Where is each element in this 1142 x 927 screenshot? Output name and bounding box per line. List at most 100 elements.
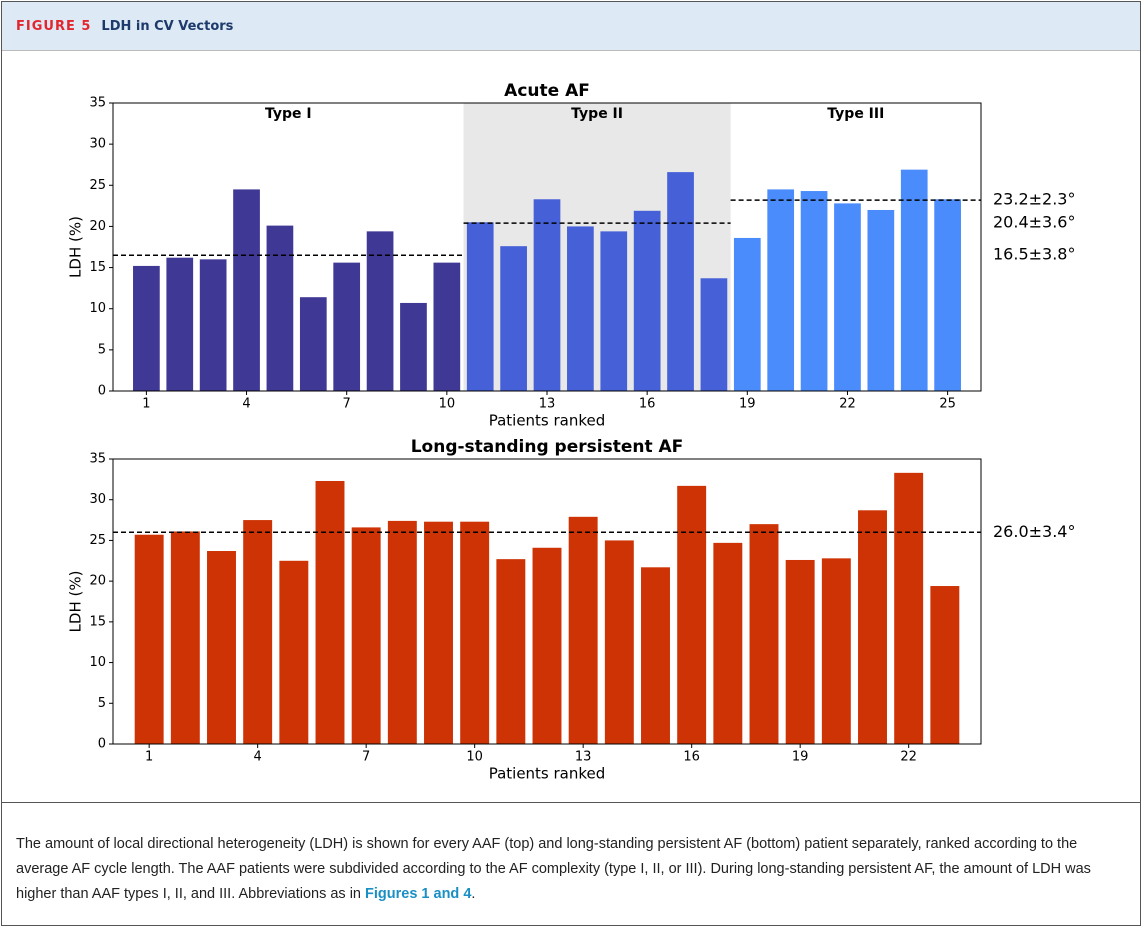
- x-axis-label: Patients ranked: [489, 765, 606, 783]
- bar: [677, 485, 707, 744]
- x-tick-label: 16: [683, 750, 700, 765]
- group-label: Type III: [827, 106, 884, 122]
- bar: [604, 540, 634, 744]
- y-tick-label: 15: [89, 260, 106, 275]
- mean-label: 16.5±3.8°: [993, 245, 1075, 264]
- y-tick-label: 35: [89, 96, 106, 111]
- x-tick-label: 16: [639, 397, 656, 412]
- x-tick-label: 22: [900, 750, 917, 765]
- bar: [767, 189, 795, 391]
- bar: [433, 262, 461, 391]
- x-tick-label: 10: [439, 397, 456, 412]
- y-tick-label: 10: [89, 655, 106, 670]
- bar: [500, 246, 527, 391]
- bar: [934, 199, 961, 391]
- y-tick-label: 0: [98, 384, 106, 399]
- y-tick-label: 35: [89, 452, 106, 467]
- plot-frame: [112, 458, 982, 745]
- bar: [633, 210, 661, 391]
- y-tick-label: 25: [89, 533, 106, 548]
- bar: [315, 480, 345, 744]
- caption-link[interactable]: Figures 1 and 4: [365, 886, 472, 902]
- bar: [568, 516, 598, 744]
- bar: [713, 542, 743, 744]
- mean-label: 23.2±2.3°: [993, 190, 1075, 209]
- bar: [749, 524, 779, 744]
- charts: Acute AF 16.5±3.8° Type I 20.4±3.6° Type II 2…: [67, 81, 1076, 783]
- bar: [733, 237, 761, 391]
- bar: [785, 559, 815, 744]
- x-tick-label: 22: [839, 397, 856, 412]
- bar: [299, 297, 327, 391]
- bar: [496, 559, 526, 744]
- bar: [170, 531, 200, 744]
- group-label: Type I: [265, 106, 312, 122]
- y-tick-label: 20: [89, 574, 106, 589]
- group-label: Type II: [571, 106, 623, 122]
- bar: [532, 547, 562, 744]
- x-tick-label: 25: [939, 397, 956, 412]
- bar: [700, 278, 728, 391]
- y-tick-label: 25: [89, 178, 106, 193]
- bar: [366, 231, 394, 391]
- figure-header: FIGURE 5 LDH in CV Vectors: [2, 2, 1140, 51]
- bar: [133, 265, 160, 391]
- y-axis-label: LDH (%): [67, 216, 85, 278]
- bar: [930, 586, 960, 744]
- x-tick-label: 7: [343, 397, 351, 412]
- y-tick-label: 30: [89, 492, 106, 507]
- bar: [667, 172, 694, 391]
- bar: [199, 259, 227, 391]
- bar: [400, 302, 427, 391]
- y-tick-label: 0: [98, 737, 106, 752]
- bar: [424, 521, 453, 744]
- chart-title: Long-standing persistent AF: [411, 437, 684, 457]
- bar: [858, 510, 887, 744]
- y-tick-label: 20: [89, 219, 106, 234]
- bar: [567, 226, 594, 391]
- y-tick-label: 5: [98, 696, 106, 711]
- bar: [600, 231, 628, 391]
- chart-title: Acute AF: [504, 81, 590, 101]
- x-tick-label: 4: [242, 397, 250, 412]
- x-tick-label: 19: [739, 397, 756, 412]
- bar: [266, 225, 294, 391]
- bar: [387, 520, 417, 744]
- y-tick-label: 5: [98, 342, 106, 357]
- bar: [800, 191, 828, 391]
- bar: [351, 527, 381, 744]
- x-tick-label: 1: [142, 397, 150, 412]
- bar: [466, 222, 494, 391]
- x-tick-label: 4: [254, 750, 262, 765]
- mean-label: 26.0±3.4°: [993, 522, 1075, 541]
- bar: [834, 203, 861, 391]
- bar: [243, 520, 273, 744]
- bar: [641, 567, 670, 744]
- separator: [2, 802, 1140, 803]
- x-tick-label: 19: [792, 750, 809, 765]
- x-tick-label: 10: [466, 750, 483, 765]
- y-tick-label: 10: [89, 301, 106, 316]
- bar: [867, 209, 895, 391]
- y-tick-label: 15: [89, 614, 106, 629]
- figure-title: LDH in CV Vectors: [101, 18, 234, 34]
- figure-label: FIGURE 5: [16, 18, 92, 34]
- bar: [533, 199, 561, 391]
- bar: [279, 560, 309, 744]
- x-tick-label: 13: [539, 397, 556, 412]
- mean-label: 20.4±3.6°: [993, 213, 1075, 232]
- caption: The amount of local directional heteroge…: [16, 832, 1121, 907]
- bar: [207, 551, 236, 744]
- bar: [333, 262, 361, 391]
- x-tick-label: 1: [145, 750, 153, 765]
- bar: [900, 169, 928, 391]
- y-tick-label: 30: [89, 137, 106, 152]
- bar: [894, 472, 924, 744]
- x-tick-label: 13: [575, 750, 592, 765]
- bar: [166, 257, 194, 391]
- bar: [233, 189, 260, 391]
- caption-end: .: [471, 886, 476, 902]
- bar: [460, 521, 490, 744]
- x-axis-label: Patients ranked: [489, 412, 606, 430]
